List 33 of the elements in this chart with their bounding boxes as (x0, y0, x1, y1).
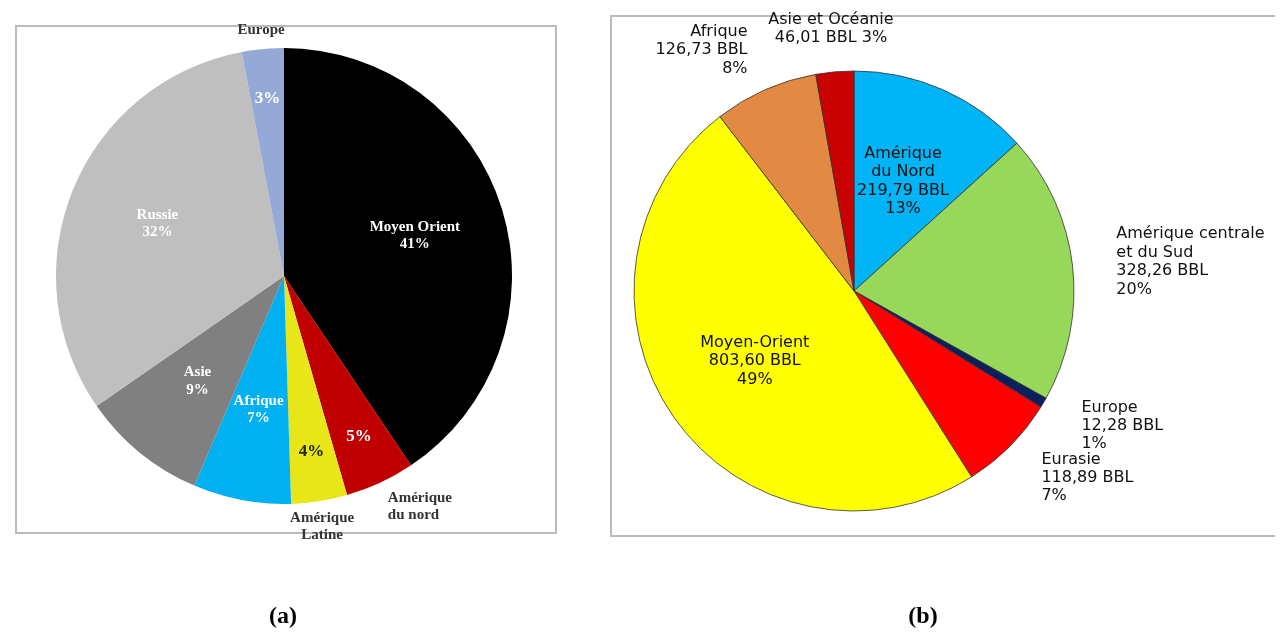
slice-label: Asie et Océanie (768, 8, 894, 28)
slice-label: Russie (136, 205, 179, 222)
slice-label: Amérique centrale et du Sud (1116, 222, 1265, 261)
slice-label: Moyen Orient (369, 217, 461, 234)
data-label: 328,26 BBL 20% (1116, 259, 1209, 298)
slice-label: Amérique Latine (290, 509, 355, 543)
data-label: 803,60 BBL 49% (708, 349, 801, 388)
pie-slice (56, 51, 284, 406)
data-label: 4% (298, 440, 325, 460)
data-label: 7% (247, 409, 270, 426)
slice-label: Amérique du Nord (864, 142, 942, 180)
data-label: 118,89 BBL 7% (1041, 466, 1134, 504)
data-label: 219,79 BBL 13% (857, 179, 950, 217)
slice-label: Europe (1081, 396, 1138, 416)
pie-slice (96, 276, 284, 486)
text: (b) (908, 602, 938, 628)
data-label: 32% (142, 223, 173, 240)
pie-slice (241, 48, 284, 276)
text: (a) (269, 602, 297, 628)
data-label: 126,73 BBL 8% (655, 38, 748, 77)
pie-slice (284, 276, 347, 504)
pie-slice (284, 48, 512, 466)
data-label: 46,01 BBL 3% (774, 26, 888, 46)
slice-label: Moyen-Orient (700, 331, 810, 351)
slice-label: Afrique (233, 392, 284, 409)
slice-label: Amérique du nord (387, 489, 453, 523)
data-label: 5% (346, 426, 372, 446)
data-label: 9% (186, 381, 209, 398)
data-label: 41% (399, 235, 430, 252)
slice-label: Europe (237, 21, 286, 38)
data-label: 3% (254, 87, 281, 107)
slice-label: Afrique (690, 20, 748, 40)
slice-label: Asie (183, 363, 212, 380)
